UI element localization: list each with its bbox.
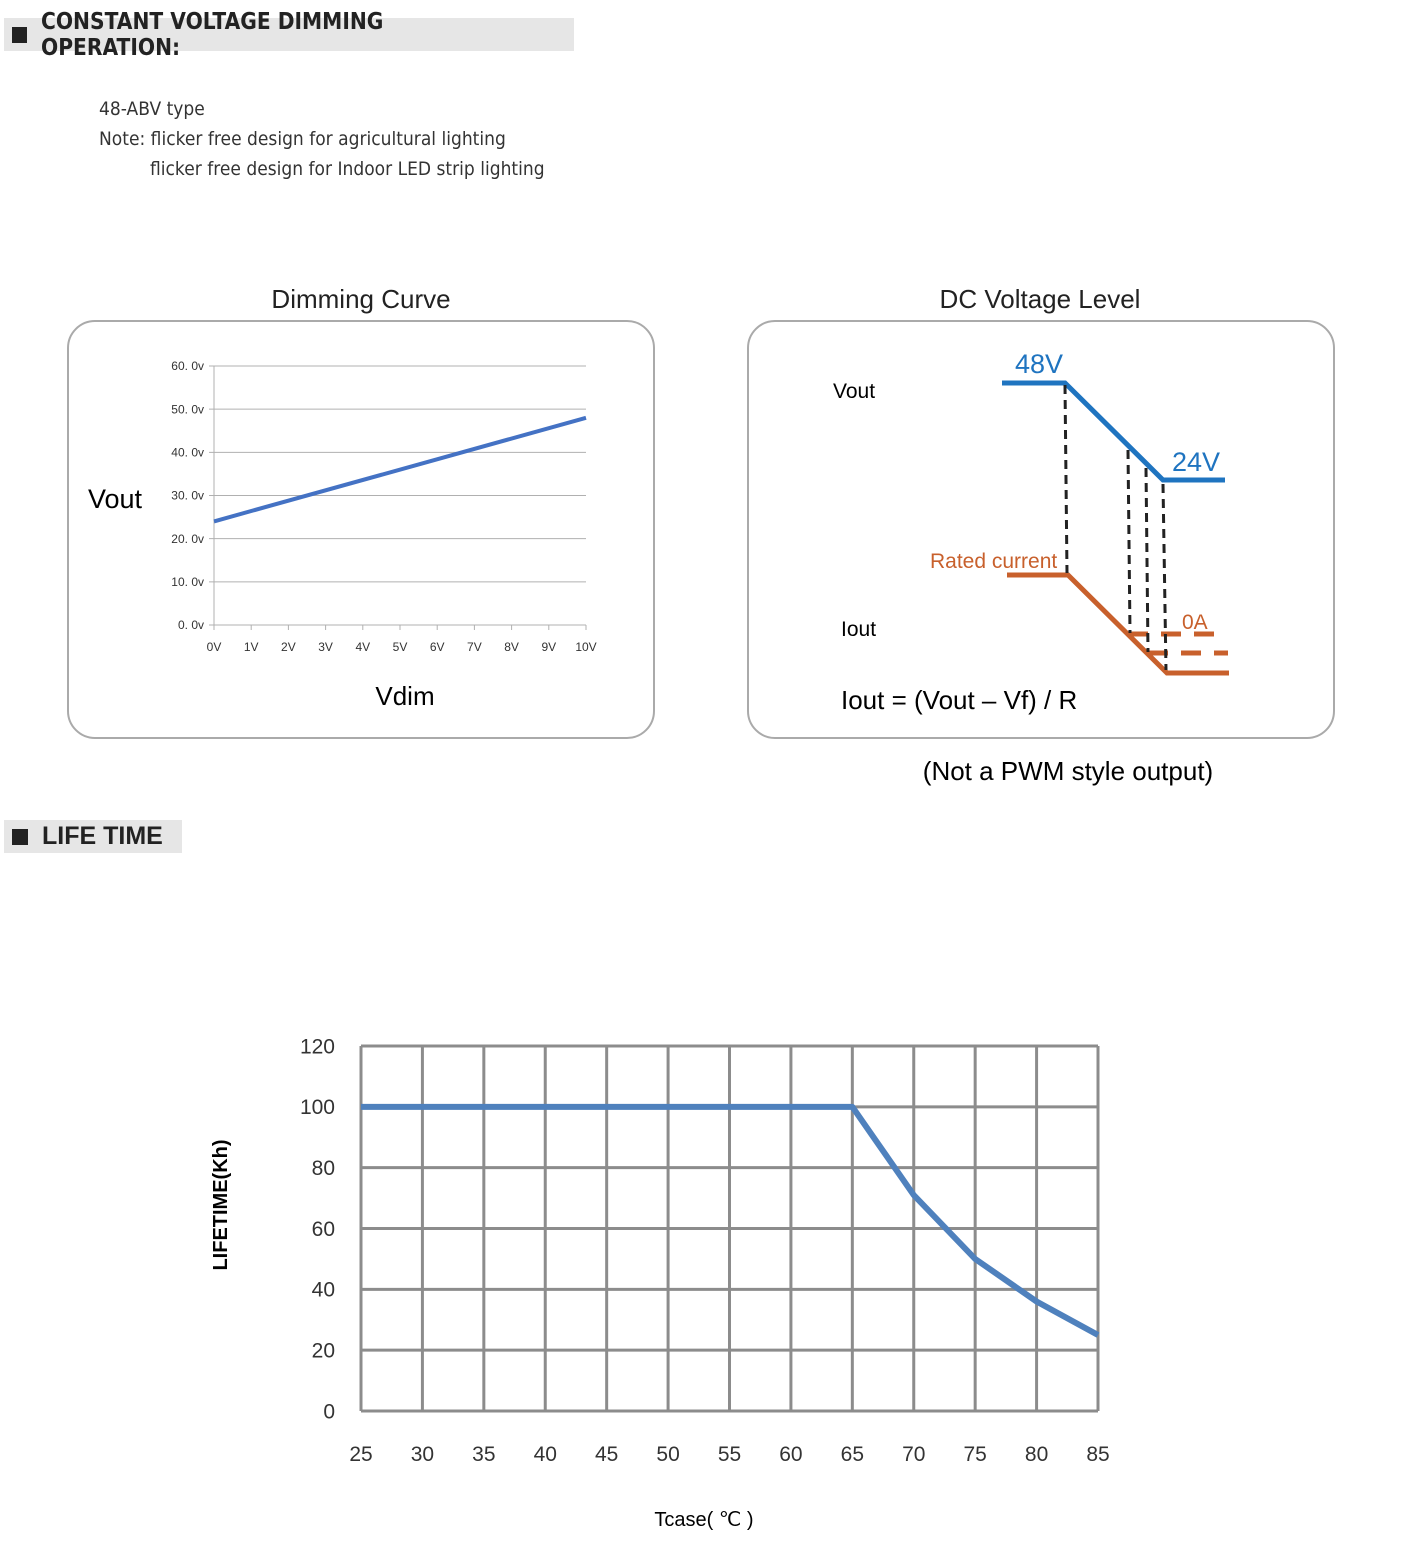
voltage-line <box>1002 380 1225 483</box>
lifetime-y-label: LIFETIME(Kh) <box>210 1139 232 1270</box>
x-tick-label: 8V <box>504 640 519 654</box>
section-title: CONSTANT VOLTAGE DIMMING OPERATION: <box>41 8 384 61</box>
guide-line-3 <box>1144 467 1150 653</box>
section-header-lifetime: LIFE TIME <box>4 820 182 853</box>
note-type: 48-ABV type <box>99 98 205 120</box>
x-tick-label: 2V <box>281 640 296 654</box>
note-line1: Note: flicker free design for agricultur… <box>99 128 506 150</box>
data-line <box>361 1103 1100 1338</box>
note-line2: flicker free design for Indoor LED strip… <box>150 158 545 180</box>
y-tick-label: 60 <box>312 1218 335 1241</box>
dimming-chart-box <box>67 320 655 739</box>
y-tick-label: 80 <box>312 1157 335 1180</box>
square-bullet-icon <box>12 828 28 845</box>
x-tick-label: 0V <box>207 640 222 654</box>
y-tick-label: 20. 0v <box>171 532 204 546</box>
y-tick-label: 60. 0v <box>171 359 204 373</box>
y-tick-label: 120 <box>300 1035 335 1058</box>
x-tick-label: 80 <box>1025 1443 1048 1466</box>
section-title: LIFE TIME <box>42 822 163 850</box>
y-tick-label: 40 <box>312 1279 335 1302</box>
square-bullet-icon <box>12 26 28 43</box>
zero-amp-label: 0A <box>1182 611 1208 634</box>
x-tick-label: 4V <box>355 640 370 654</box>
section-header-dimming: CONSTANT VOLTAGE DIMMING OPERATION: <box>4 9 574 61</box>
x-tick-label: 6V <box>430 640 445 654</box>
guide-line-4 <box>1161 483 1168 671</box>
y-tick-label: 0. 0v <box>178 618 204 632</box>
v-low-label: 24V <box>1172 447 1220 477</box>
y-tick-label: 20 <box>312 1340 335 1363</box>
guide-line-1 <box>1063 384 1069 574</box>
x-tick-label: 50 <box>656 1443 679 1466</box>
dc-level-title: DC Voltage Level <box>939 284 1141 314</box>
x-tick-label: 25 <box>349 1443 372 1466</box>
x-tick-label: 45 <box>595 1443 618 1466</box>
v-high-label: 48V <box>1015 349 1063 379</box>
y-tick-label: 50. 0v <box>171 402 204 416</box>
y-tick-label: 0 <box>323 1400 335 1423</box>
x-tick-label: 5V <box>393 640 408 654</box>
y-tick-label: 100 <box>300 1096 335 1119</box>
iout-label: Iout <box>841 618 876 641</box>
guide-line-2 <box>1126 449 1132 634</box>
dimming-y-label: Vout <box>88 484 143 514</box>
x-tick-label: 40 <box>534 1443 557 1466</box>
x-tick-label: 7V <box>467 640 482 654</box>
dimming-x-label: Vdim <box>375 681 434 711</box>
y-tick-label: 40. 0v <box>171 446 204 460</box>
x-tick-label: 9V <box>541 640 556 654</box>
x-tick-label: 85 <box>1086 1443 1109 1466</box>
x-tick-label: 1V <box>244 640 259 654</box>
formula: Iout = (Vout – Vf) / R <box>841 685 1077 715</box>
x-tick-label: 10V <box>575 640 596 654</box>
x-tick-label: 75 <box>963 1443 986 1466</box>
x-tick-label: 65 <box>841 1443 864 1466</box>
x-tick-label: 35 <box>472 1443 495 1466</box>
x-tick-label: 30 <box>411 1443 434 1466</box>
y-tick-label: 10. 0v <box>171 575 204 589</box>
current-line <box>1007 572 1229 676</box>
x-tick-label: 55 <box>718 1443 741 1466</box>
y-tick-label: 30. 0v <box>171 489 204 503</box>
pwm-caption: (Not a PWM style output) <box>923 756 1213 786</box>
data-line <box>213 415 587 524</box>
vout-label: Vout <box>833 380 875 403</box>
dc-level-box <box>747 320 1335 739</box>
x-tick-label: 70 <box>902 1443 925 1466</box>
lifetime-x-label: Tcase( ℃ ) <box>654 1509 753 1531</box>
dimming-chart-title: Dimming Curve <box>271 284 451 314</box>
x-tick-label: 3V <box>318 640 333 654</box>
x-tick-label: 60 <box>779 1443 802 1466</box>
rated-current-label: Rated current <box>930 550 1057 573</box>
